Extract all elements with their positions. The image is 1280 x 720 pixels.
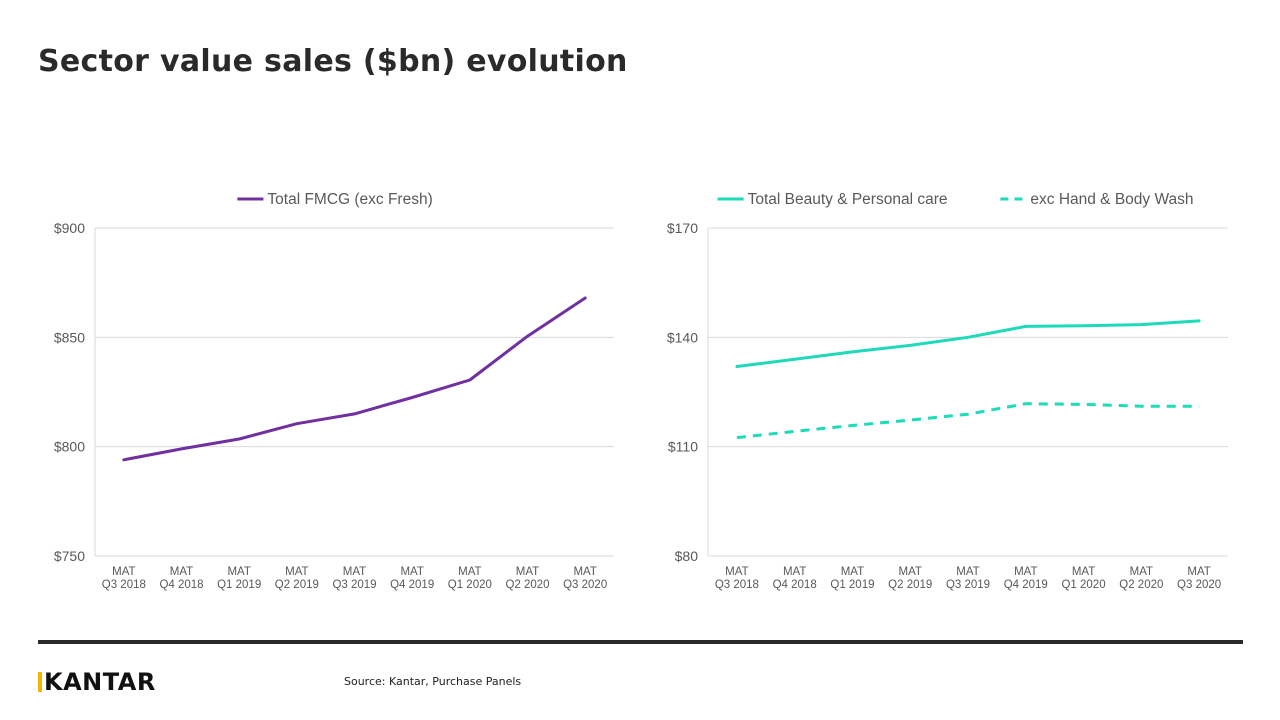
beauty-xtick-label: Q3 2020: [1177, 579, 1221, 591]
beauty-xtick-label: Q1 2019: [830, 579, 874, 591]
fmcg-ytick-label: $800: [54, 439, 85, 455]
beauty-xtick-label: Q4 2018: [773, 579, 817, 591]
beauty-legend-label-0: Total Beauty & Personal care: [748, 191, 948, 208]
fmcg-ytick-label: $750: [54, 548, 85, 564]
fmcg-series-line-0: [122, 296, 587, 462]
beauty-ytick-label: $140: [667, 329, 698, 345]
beauty-xtick-label: MAT: [1014, 566, 1037, 578]
beauty-xtick-label: Q3 2018: [715, 579, 759, 591]
fmcg-xtick-label: Q4 2019: [390, 579, 434, 591]
beauty-xtick-label: MAT: [783, 566, 806, 578]
fmcg-xtick-label: MAT: [516, 566, 539, 578]
fmcg-chart: $750 $800 $850 $900 MAT Q3 2018 MAT Q4 2018 MAT Q…: [20, 180, 630, 600]
beauty-xtick-label: MAT: [725, 566, 748, 578]
logo-text: KANTAR: [44, 668, 156, 696]
fmcg-xtick-label: Q2 2019: [275, 579, 319, 591]
fmcg-xtick-label: MAT: [170, 566, 193, 578]
beauty-xtick-label: MAT: [956, 566, 979, 578]
beauty-ytick-label: $80: [675, 548, 699, 564]
fmcg-legend-label-0: Total FMCG (exc Fresh): [267, 191, 432, 208]
page-title: Sector value sales ($bn) evolution: [38, 44, 628, 79]
beauty-series-line-0: [735, 319, 1201, 368]
fmcg-xtick-label: Q1 2020: [448, 579, 492, 591]
fmcg-xtick-label: Q4 2018: [159, 579, 203, 591]
beauty-xtick-label: Q2 2020: [1119, 579, 1163, 591]
kantar-logo: KANTAR: [38, 668, 156, 696]
fmcg-xtick-label: MAT: [227, 566, 250, 578]
beauty-ytick-label: $170: [667, 220, 698, 236]
beauty-xtick-label: Q1 2020: [1061, 579, 1105, 591]
fmcg-xtick-label: Q1 2019: [217, 579, 261, 591]
source-note: Source: Kantar, Purchase Panels: [344, 675, 522, 688]
footer-divider: [38, 640, 1243, 644]
fmcg-ytick-label: $900: [54, 220, 85, 236]
fmcg-xtick-label: MAT: [112, 566, 135, 578]
beauty-xtick-label: MAT: [841, 566, 864, 578]
beauty-legend-label-1: exc Hand & Body Wash: [1030, 191, 1193, 208]
beauty-xtick-label: MAT: [899, 566, 922, 578]
fmcg-xtick-label: MAT: [458, 566, 481, 578]
logo-accent-bar: [38, 672, 42, 692]
beauty-ytick-label: $110: [668, 439, 698, 455]
fmcg-xtick-label: Q3 2020: [563, 579, 607, 591]
fmcg-xtick-label: MAT: [400, 566, 423, 578]
beauty-xtick-label: MAT: [1130, 566, 1153, 578]
beauty-xtick-label: MAT: [1187, 566, 1210, 578]
beauty-xtick-label: Q3 2019: [946, 579, 990, 591]
beauty-xtick-label: Q2 2019: [888, 579, 932, 591]
fmcg-ytick-label: $850: [54, 329, 85, 345]
fmcg-xtick-label: Q2 2020: [505, 579, 549, 591]
fmcg-xtick-label: MAT: [285, 566, 308, 578]
beauty-xtick-label: Q4 2019: [1004, 579, 1048, 591]
beauty-xtick-label: MAT: [1072, 566, 1095, 578]
beauty-series-line-1: [736, 402, 1200, 440]
fmcg-xtick-label: Q3 2018: [102, 579, 146, 591]
fmcg-xtick-label: MAT: [343, 566, 366, 578]
fmcg-xtick-label: MAT: [573, 566, 596, 578]
beauty-chart: $80 $110 $140 $170 MAT Q3 2018 MAT Q4 2018 MAT Q1…: [640, 180, 1240, 600]
fmcg-xtick-label: Q3 2019: [332, 579, 376, 591]
